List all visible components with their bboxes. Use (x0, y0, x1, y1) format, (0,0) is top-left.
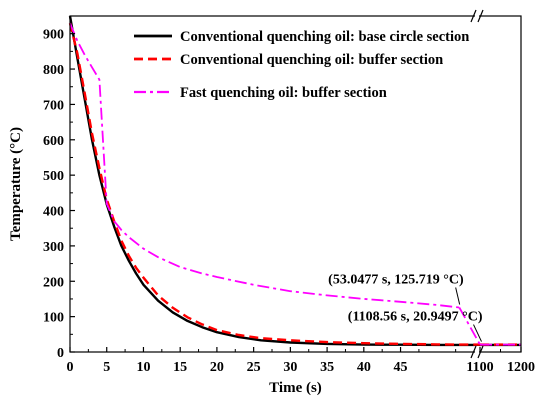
annotation-fast-oil-point: (53.0477 s, 125.719 °C) (328, 273, 464, 288)
series-line-2 (69, 22, 460, 309)
y-tick-label: 100 (43, 311, 64, 326)
x-tick-label: 40 (357, 360, 371, 375)
x-tick-label: 45 (394, 360, 408, 375)
axes: 0 100 200 300 400 500 600 700 800 900 0 5 10 15 20 25 30… (43, 9, 535, 375)
x-tick-label: 10 (136, 360, 150, 375)
x-tick-label: 25 (247, 360, 261, 375)
x-tick-label: 30 (283, 360, 297, 375)
x-tick-label: 1100 (466, 360, 493, 375)
annotation-buffer-point: (1108.56 s, 20.9497 °C) (348, 310, 483, 325)
y-tick-label: 0 (57, 346, 64, 361)
legend-label-2: Fast quenching oil: buffer section (180, 85, 387, 101)
x-axis-label: Time (s) (269, 380, 322, 396)
axis-break-mark (477, 9, 484, 23)
x-tick-label: 1200 (507, 360, 535, 375)
x-tick-label: 15 (173, 360, 187, 375)
annotations: (53.0477 s, 125.719 °C) (1108.56 s, 20.94… (328, 273, 483, 342)
series-line-0 (68, 15, 460, 347)
legend-label-0: Conventional quenching oil: base circle … (180, 29, 469, 45)
y-tick-label: 400 (43, 205, 64, 220)
y-tick-label: 800 (43, 63, 64, 78)
axis-break-mark (470, 9, 477, 23)
axis-break-gap (475, 10, 479, 22)
series-connector-2 (458, 307, 481, 346)
y-tick-label: 300 (43, 240, 64, 255)
y-tick-label: 700 (43, 98, 64, 113)
annotation-leader-1 (473, 324, 482, 342)
legend: Conventional quenching oil: base circle … (134, 29, 469, 101)
x-tick-label: 0 (67, 360, 74, 375)
y-axis-label: Temperature (°C) (8, 127, 24, 241)
y-tick-label: 900 (43, 28, 64, 43)
x-tick-label: 35 (320, 360, 334, 375)
y-tick-label: 500 (43, 169, 64, 184)
x-tick-label: 5 (103, 360, 110, 375)
y-tick-label: 200 (43, 275, 64, 290)
legend-label-1: Conventional quenching oil: buffer secti… (180, 52, 443, 68)
y-tick-label: 600 (43, 134, 64, 149)
series-layer (68, 15, 521, 347)
annotation-leader-0 (455, 287, 461, 305)
x-tick-label: 20 (210, 360, 224, 375)
plot-frame (69, 15, 522, 353)
axis-break-gap (475, 346, 479, 358)
series-line-1 (68, 22, 460, 346)
axis-break-mark (470, 345, 477, 359)
